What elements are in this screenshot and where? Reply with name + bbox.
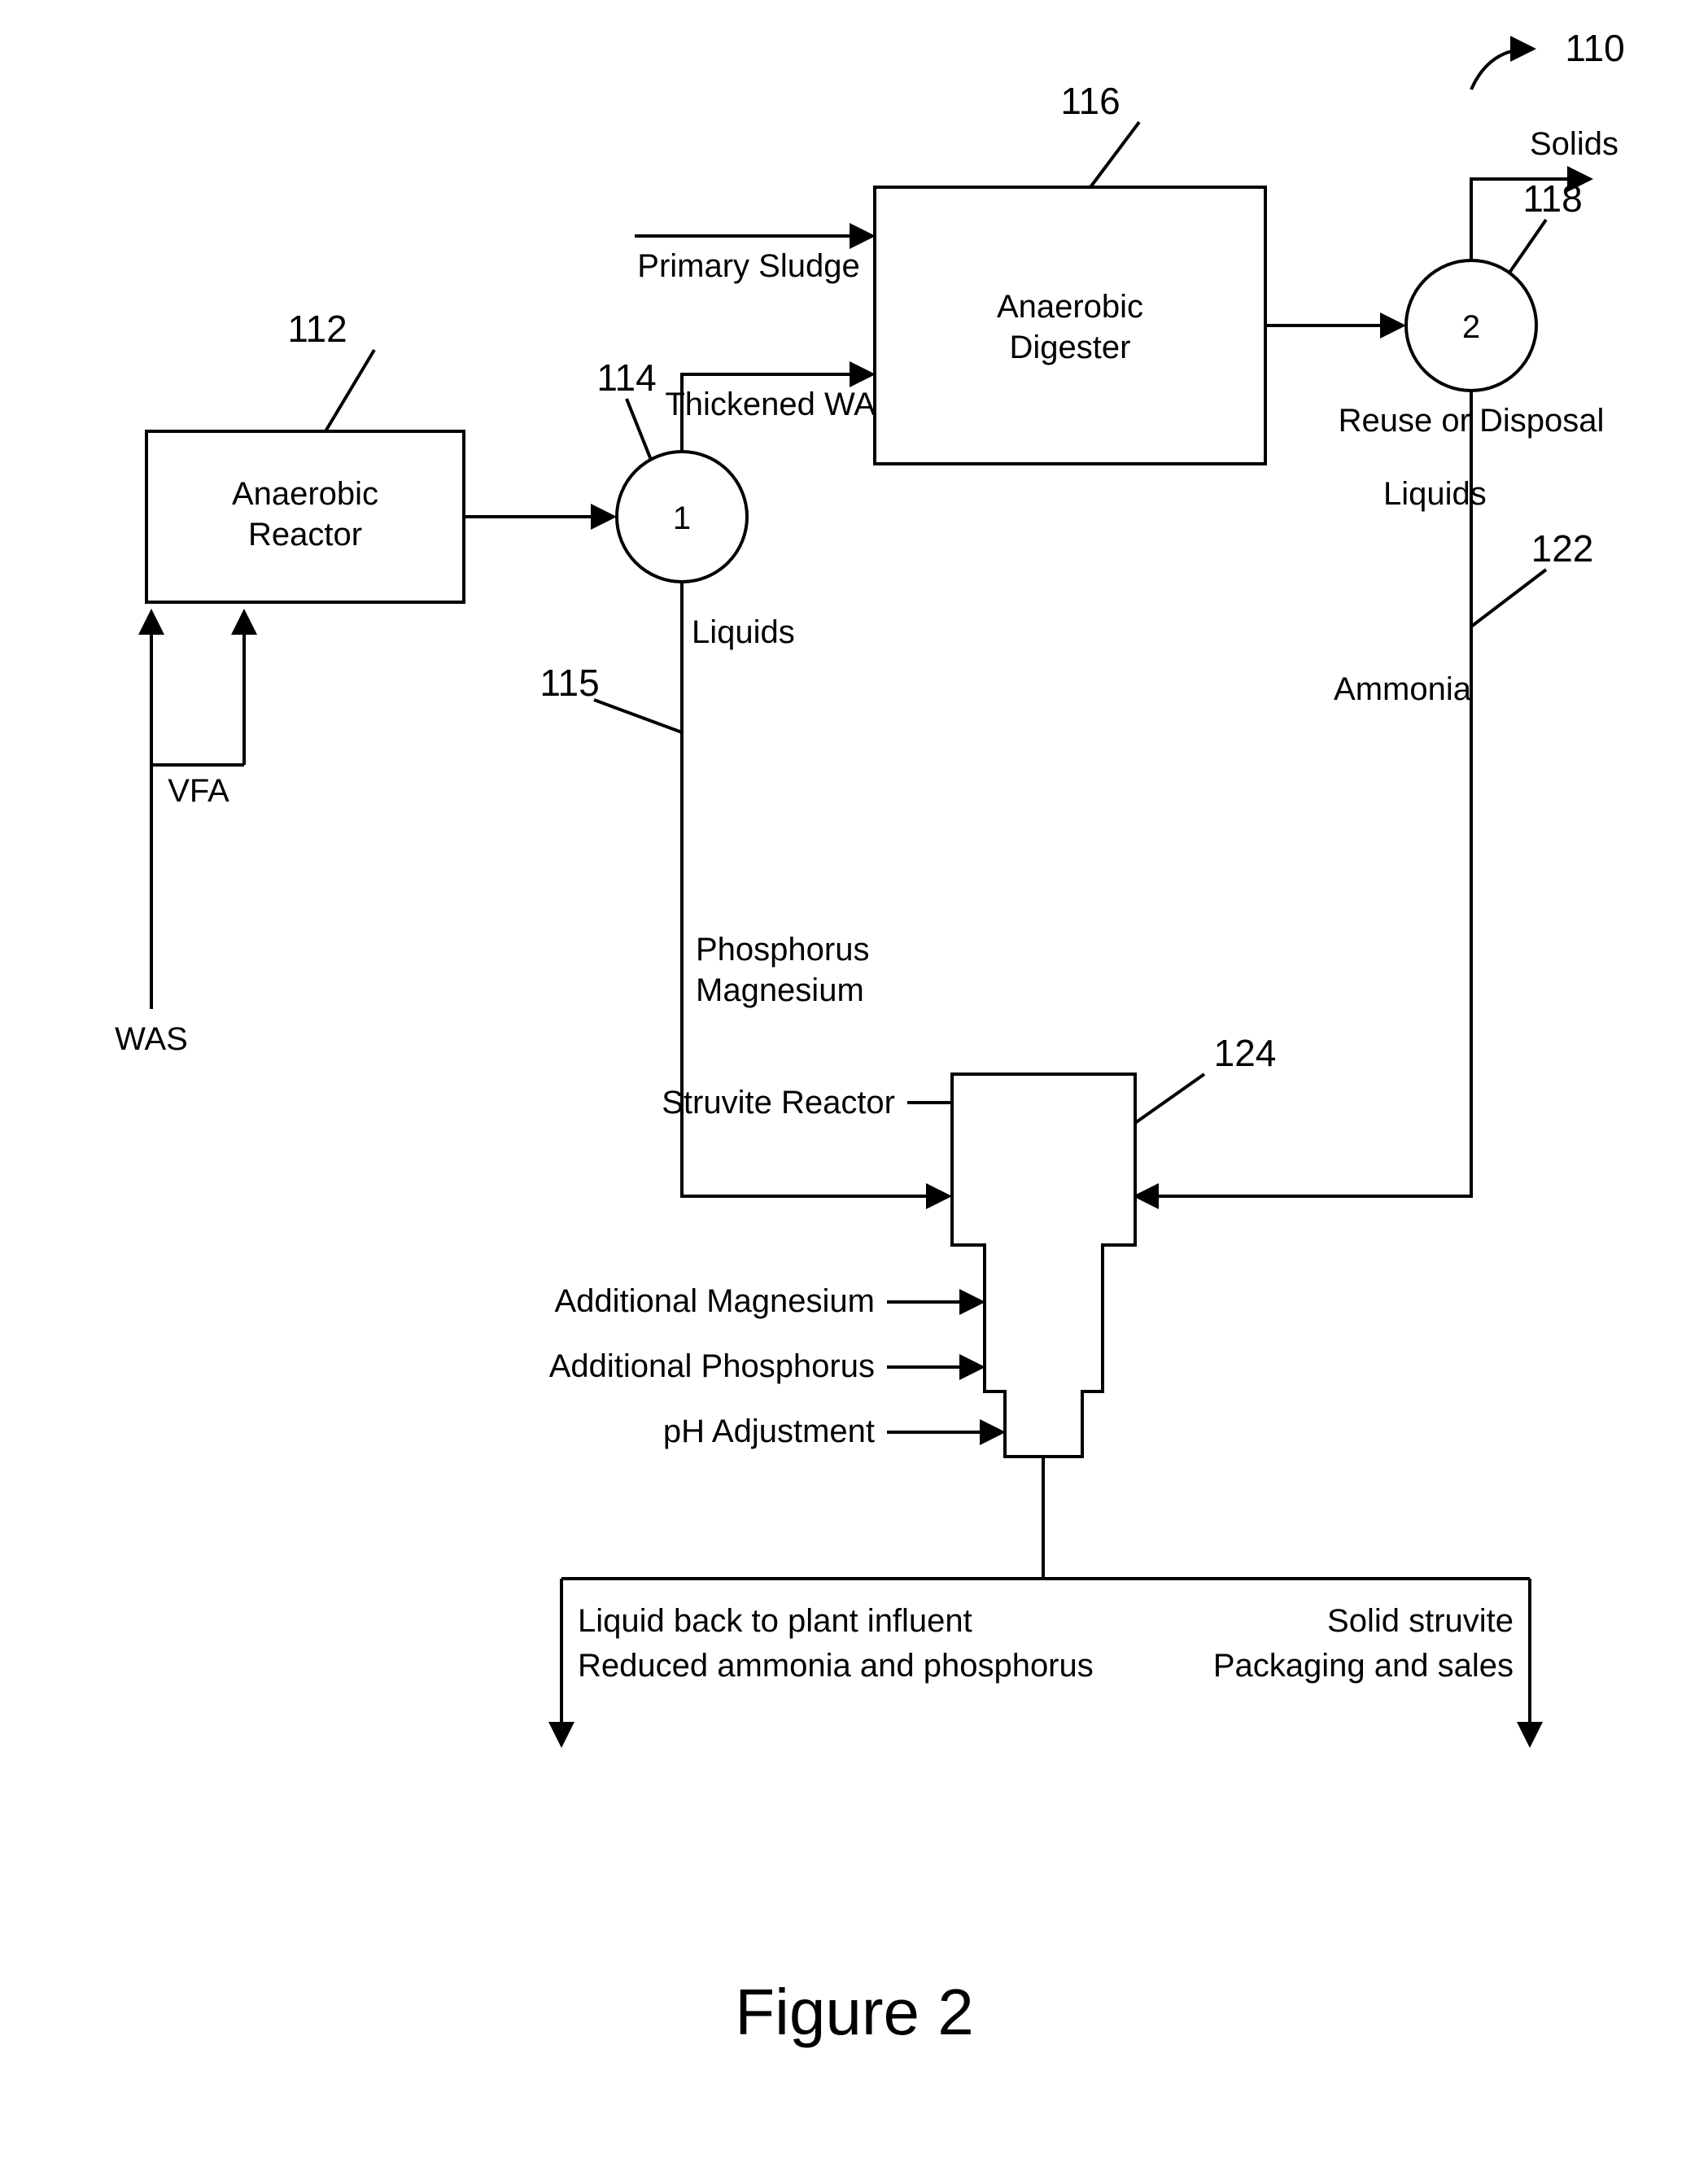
thickened-was-label: Thickened WAS xyxy=(665,387,897,422)
phos-label: Phosphorus xyxy=(696,932,869,968)
input-additional-mg: Additional Magnesium xyxy=(554,1283,979,1319)
input-ph-adjustment: pH Adjustment xyxy=(663,1413,999,1449)
struvite-reactor-ref: 124 xyxy=(1214,1032,1277,1074)
stream-vfa-label: VFA xyxy=(168,773,229,809)
separator-1-num: 1 xyxy=(673,500,691,536)
separator-2: 2 118 xyxy=(1406,177,1583,391)
system-ref-num: 110 xyxy=(1565,27,1624,69)
anaerobic-digester-label-l2: Digester xyxy=(1010,330,1131,365)
out-solid-l2: Packaging and sales xyxy=(1213,1648,1514,1684)
ammonia-label: Ammonia xyxy=(1334,671,1472,707)
stream-primary-sludge: Primary Sludge xyxy=(635,236,869,284)
mg-label: Magnesium xyxy=(696,972,864,1008)
reactor-outlet xyxy=(561,1457,1530,1741)
liquids-2-label: Liquids xyxy=(1383,476,1487,512)
anaerobic-reactor-ref: 112 xyxy=(287,308,347,350)
separator-2-ref: 118 xyxy=(1522,177,1582,220)
input-additional-p: Additional Phosphorus xyxy=(549,1348,979,1384)
add-mg-label: Additional Magnesium xyxy=(554,1283,875,1319)
struvite-reactor-label: Struvite Reactor xyxy=(662,1085,895,1121)
stream-thickened-was: Thickened WAS xyxy=(665,374,897,452)
solids-label: Solids xyxy=(1530,126,1618,162)
system-ref: 110 xyxy=(1471,27,1625,90)
ph-label: pH Adjustment xyxy=(663,1413,875,1449)
primary-sludge-label: Primary Sludge xyxy=(637,248,859,284)
anaerobic-reactor-label-l1: Anaerobic xyxy=(232,476,378,512)
add-p-label: Additional Phosphorus xyxy=(549,1348,875,1384)
separator-2-num: 2 xyxy=(1462,309,1480,345)
out-liquid-l2: Reduced ammonia and phosphorus xyxy=(578,1648,1094,1684)
anaerobic-digester: Anaerobic Digester 116 xyxy=(875,80,1265,464)
anaerobic-reactor: Anaerobic Reactor 112 xyxy=(146,308,464,602)
separator-1-ref: 114 xyxy=(596,356,656,399)
out-solid-l1: Solid struvite xyxy=(1327,1603,1514,1639)
out-liquid-l1: Liquid back to plant influent xyxy=(578,1603,972,1639)
stream-vfa: VFA xyxy=(151,615,244,809)
anaerobic-digester-label-l1: Anaerobic xyxy=(997,289,1143,325)
struvite-reactor: 124 xyxy=(952,1032,1276,1457)
anaerobic-reactor-label-l2: Reactor xyxy=(248,517,362,553)
stream-was-label: WAS xyxy=(115,1021,188,1057)
stream-was: WAS xyxy=(115,615,188,1057)
anaerobic-digester-ref: 116 xyxy=(1060,80,1120,122)
figure-caption: Figure 2 xyxy=(735,1976,973,2048)
liquids-1-label: Liquids xyxy=(692,614,795,650)
liquids-1-ref: 115 xyxy=(539,662,599,704)
stream-liquids-2: Liquids 122 Ammonia xyxy=(1139,391,1593,1196)
liquids-2-ref: 122 xyxy=(1531,527,1594,570)
struvite-reactor-label-arrow: Struvite Reactor xyxy=(662,1085,972,1121)
